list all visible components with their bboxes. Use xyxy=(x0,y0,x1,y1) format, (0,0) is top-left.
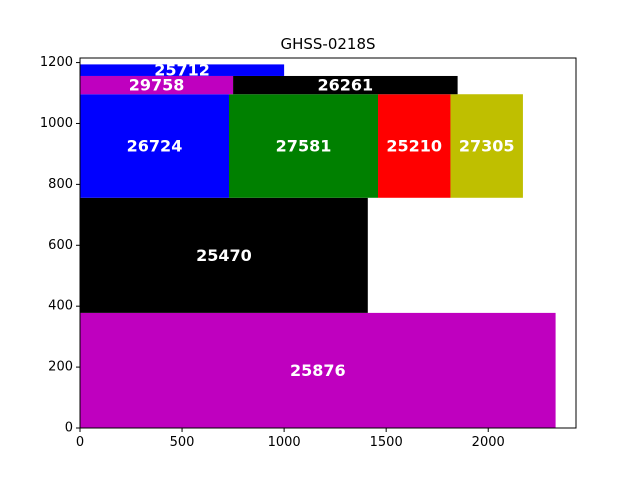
rect-label-25712: 25712 xyxy=(154,61,210,80)
x-tick-label: 0 xyxy=(76,435,84,450)
rect-label-25876: 25876 xyxy=(290,361,346,380)
x-axis-ticks: 0 500 1000 1500 2000 xyxy=(76,428,505,450)
rect-27305 xyxy=(450,94,523,198)
y-tick-label: 200 xyxy=(48,360,73,375)
rect-25712 xyxy=(80,64,285,76)
rect-25210 xyxy=(378,94,451,198)
rect-26724 xyxy=(80,94,229,198)
rect-label-26261: 26261 xyxy=(318,76,374,95)
rect-29758 xyxy=(80,75,234,95)
chart-title: GHSS-0218S xyxy=(280,35,375,53)
rect-label-25210: 25210 xyxy=(386,137,442,156)
x-tick-label: 500 xyxy=(170,435,195,450)
rect-label-27581: 27581 xyxy=(276,137,332,156)
y-tick-label: 1200 xyxy=(40,55,73,70)
x-tick-label: 1500 xyxy=(370,435,403,450)
rect-label-26724: 26724 xyxy=(127,137,183,156)
x-tick-label: 2000 xyxy=(472,435,505,450)
y-tick-label: 600 xyxy=(48,238,73,253)
y-tick-label: 0 xyxy=(65,421,73,436)
y-axis-ticks: 0 200 400 600 800 1000 1200 xyxy=(40,55,80,436)
rect-label-29758: 29758 xyxy=(129,76,185,95)
rect-27581 xyxy=(229,94,378,198)
rect-25876 xyxy=(80,312,556,428)
y-tick-label: 400 xyxy=(48,299,73,314)
rect-25470 xyxy=(80,197,368,313)
axes-frame xyxy=(79,57,577,429)
rectangles-group: 25876 25470 26724 27581 25210 27305 29758 26261… xyxy=(80,61,556,428)
rect-26261 xyxy=(233,75,458,95)
rect-label-25470: 25470 xyxy=(196,246,252,265)
y-tick-label: 1000 xyxy=(40,116,73,131)
rect-label-27305: 27305 xyxy=(459,137,515,156)
x-tick-label: 1000 xyxy=(268,435,301,450)
y-tick-label: 800 xyxy=(48,177,73,192)
